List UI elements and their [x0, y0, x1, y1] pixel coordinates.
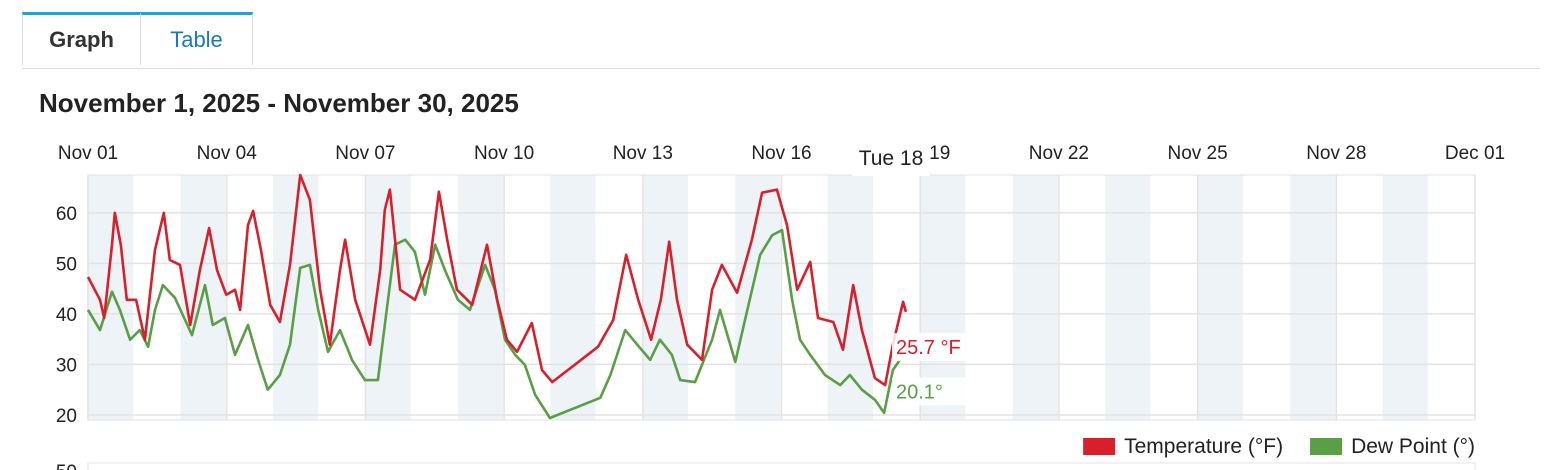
legend-label: Temperature (°F) — [1124, 435, 1283, 458]
tooltip-value: 20.1° — [896, 381, 943, 403]
tooltip-box — [892, 333, 968, 362]
x-tick-label: Nov 13 — [613, 143, 673, 164]
day-band — [1382, 175, 1428, 420]
y-tick-label: 20 — [56, 406, 77, 427]
tooltip-box — [892, 377, 968, 406]
x-tick-label: Nov 25 — [1167, 143, 1227, 164]
day-band — [1105, 175, 1151, 420]
tab[interactable]: Graph — [22, 12, 141, 65]
x-tick-label: Nov 16 — [751, 143, 811, 164]
legend-label: Dew Point (°) — [1351, 435, 1475, 458]
x-tick-label: Nov 01 — [58, 143, 118, 164]
day-band — [1012, 175, 1058, 420]
legend-swatch — [1083, 438, 1116, 455]
series-line — [86, 228, 901, 420]
legend-swatch — [1310, 438, 1343, 455]
x-tick-label: Nov 10 — [474, 143, 534, 164]
tooltip-header-box — [852, 142, 930, 176]
y-tick-label: 60 — [56, 204, 77, 225]
tab-bar: Graph Table — [22, 12, 253, 65]
day-band — [550, 175, 596, 420]
x-tick-label: Nov 07 — [335, 143, 395, 164]
lower-plot — [87, 462, 1476, 470]
x-tick-label: Nov 04 — [197, 143, 258, 164]
x-tick-label: Nov 22 — [1029, 143, 1089, 164]
y-tick-label: 30 — [56, 355, 77, 376]
page-title: November 1, 2025 - November 30, 2025 — [39, 88, 519, 118]
day-band — [1197, 175, 1243, 420]
x-tick-label: Nov 28 — [1306, 143, 1366, 164]
tab[interactable]: Table — [141, 12, 253, 65]
tooltip-label: Tue 18 — [859, 147, 924, 170]
divider — [22, 68, 1540, 69]
y-tick-label: 50 — [56, 254, 77, 275]
tooltip-value: 25.7 °F — [896, 337, 961, 359]
y-tick-label: 50 — [56, 462, 77, 470]
day-band — [642, 175, 689, 420]
series-line — [86, 173, 908, 387]
y-tick-label: 40 — [56, 305, 77, 326]
day-band — [1290, 175, 1336, 420]
x-tick-label: Dec 01 — [1445, 143, 1505, 164]
